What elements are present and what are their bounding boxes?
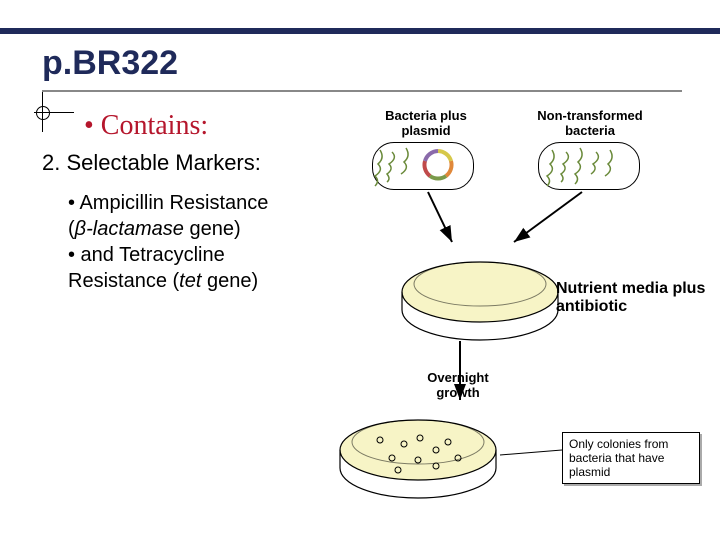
selectable-markers: 2. Selectable Markers: (42, 150, 261, 176)
sub-line-4: Resistance (tet gene) (68, 268, 268, 294)
label-nutrient-media: Nutrient media plus antibiotic (556, 280, 706, 316)
callout-colonies: Only colonies from bacteria that have pl… (562, 432, 700, 484)
title-underline (42, 90, 682, 92)
sub-line-1: • Ampicillin Resistance (68, 190, 268, 216)
top-bar (0, 28, 720, 34)
label-non-transformed: Non-transformed bacteria (520, 108, 660, 138)
sub-line-3: • and Tetracycline (68, 242, 268, 268)
petri-top (402, 262, 558, 340)
tube-with-plasmid (372, 142, 474, 190)
sub-line-2: (β-lactamase gene) (68, 216, 268, 242)
slide-title: p.BR322 (42, 44, 178, 83)
contains-bullet: • Contains: (84, 110, 208, 142)
tube-without-plasmid (538, 142, 640, 190)
label-overnight-growth: Overnight growth (418, 370, 498, 400)
label-bacteria-plasmid: Bacteria plus plasmid (366, 108, 486, 138)
sub-bullets: • Ampicillin Resistance (β-lactamase gen… (68, 190, 268, 294)
petri-bottom (340, 420, 496, 498)
